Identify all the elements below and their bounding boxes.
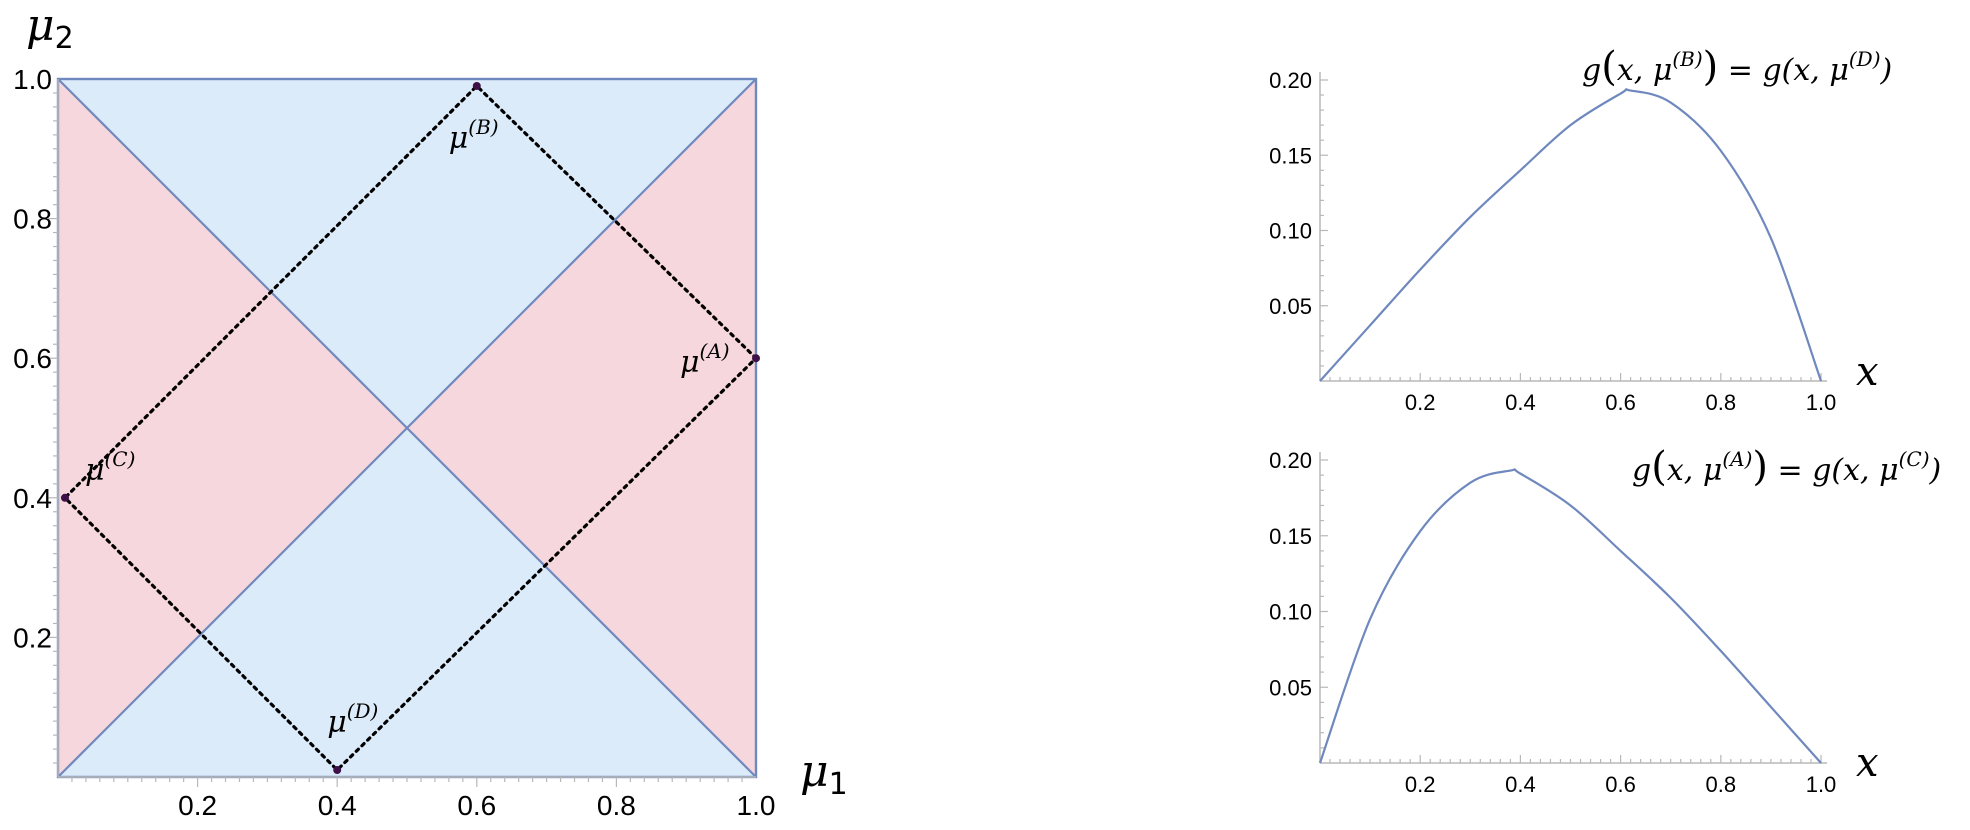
y-tick-label: 0.20: [1269, 448, 1312, 473]
diagonal-line-2: [57, 78, 757, 778]
x-tick-label: 0.4: [318, 790, 357, 821]
x-axis-label: μ1: [800, 746, 848, 802]
y-tick-label: 0.10: [1269, 219, 1312, 244]
bottom-chart-x-label: x: [1856, 740, 1879, 786]
line-chart-top: 0.2 0.4 0.6 0.8 1.0 0.05 0.10 0.15 0.20 g(x, μ(B…: [1269, 44, 1892, 415]
x-tick-label: 0.2: [1405, 390, 1436, 415]
y-tick-label: 0.05: [1269, 294, 1312, 319]
point-label-B: μ(B): [449, 115, 499, 156]
y-tick-label: 0.10: [1269, 600, 1312, 625]
point-label-A: μ(A): [680, 339, 730, 380]
y-tick-label: 0.15: [1269, 143, 1312, 168]
x-tick-label: 1.0: [1806, 772, 1837, 797]
y-tick-label: 0.2: [13, 622, 52, 653]
y-axis-label: μ2: [26, 0, 74, 56]
top-chart-title: g(x, μ(B)) = g(x, μ(D)): [1582, 44, 1892, 90]
x-tick-label: 0.4: [1505, 390, 1536, 415]
x-tick-label: 0.6: [1605, 772, 1636, 797]
point-A: [752, 354, 760, 363]
point-C: [60, 493, 69, 502]
y-tick-label: 1.0: [13, 64, 52, 95]
x-tick-label: 0.8: [1706, 390, 1737, 415]
region-left-triangle: [58, 79, 407, 777]
top-chart-x-label: x: [1856, 349, 1879, 395]
x-tick-label: 0.2: [1405, 772, 1436, 797]
point-B: [472, 81, 481, 90]
x-tick-label: 0.8: [1706, 772, 1737, 797]
bottom-chart-title: g(x, μ(A)) = g(x, μ(C)): [1632, 444, 1941, 490]
bottom-chart-series-line: [1318, 468, 1822, 764]
region-plot-points: μ(A) μ(B) μ(C) μ(D): [60, 81, 760, 775]
x-tick-label: 0.6: [457, 790, 496, 821]
y-tick-label: 0.20: [1269, 68, 1312, 93]
y-tick-label: 0.4: [13, 483, 52, 514]
bottom-chart-axes: 0.2 0.4 0.6 0.8 1.0 0.05 0.10 0.15 0.20: [1269, 448, 1836, 797]
x-tick-label: 0.8: [597, 790, 636, 821]
line-chart-bottom: 0.2 0.4 0.6 0.8 1.0 0.05 0.10 0.15 0.20 g(x, μ(A…: [1269, 444, 1941, 797]
region-plot-ticks: 0.2 0.4 0.6 0.8 1.0 0.2 0.4 0.6 0.8 1.0: [13, 64, 775, 821]
x-tick-label: 0.4: [1505, 772, 1536, 797]
region-right-triangle: [407, 79, 756, 777]
x-tick-label: 1.0: [1806, 390, 1837, 415]
y-tick-label: 0.6: [13, 343, 52, 374]
x-tick-label: 0.2: [178, 790, 217, 821]
point-D: [333, 766, 342, 775]
top-chart-series-line: [1319, 88, 1823, 382]
x-tick-label: 1.0: [737, 790, 776, 821]
region-plot: 0.2 0.4 0.6 0.8 1.00.20.40.60.81.0 μ(A)μ(B)μ…: [13, 0, 848, 821]
point-label-C: μ(C): [85, 447, 135, 488]
x-tick-label: 0.6: [1605, 390, 1636, 415]
point-label-D: μ(D): [327, 699, 378, 740]
y-tick-label: 0.15: [1269, 524, 1312, 549]
y-tick-label: 0.05: [1269, 675, 1312, 700]
y-tick-label: 0.8: [13, 204, 52, 235]
top-chart-axes: 0.2 0.4 0.6 0.8 1.0 0.05 0.10 0.15 0.20: [1269, 68, 1836, 415]
